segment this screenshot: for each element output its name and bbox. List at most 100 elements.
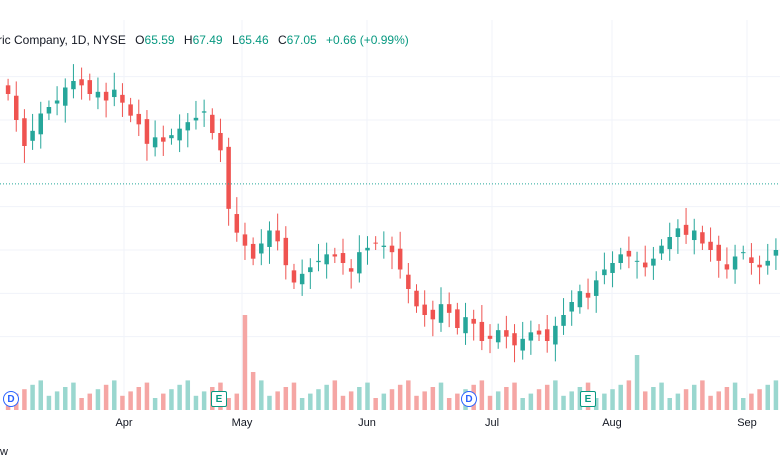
candle-body — [389, 245, 395, 253]
volume-bar — [128, 391, 133, 410]
volume-bar — [773, 380, 779, 410]
volume-bar — [536, 389, 542, 410]
candle-body — [259, 243, 264, 254]
x-tick-sep: Sep — [737, 417, 757, 429]
volume-bar — [683, 389, 689, 410]
candle-body — [757, 264, 762, 268]
candle-body — [455, 309, 460, 328]
dividend-marker[interactable]: D — [461, 391, 477, 407]
earnings-marker[interactable]: E — [580, 391, 596, 407]
volume-bar — [446, 398, 452, 410]
volume-bar — [87, 393, 93, 410]
volume-bar — [177, 384, 182, 410]
volume-bar — [438, 382, 444, 410]
candle-body — [430, 309, 436, 320]
volume-bar — [577, 387, 583, 410]
volume-bar — [642, 391, 648, 410]
volume-bar — [512, 382, 517, 410]
candle-body — [348, 268, 354, 272]
candle-body — [724, 264, 730, 270]
volume-bar — [659, 382, 664, 410]
candle-body — [691, 230, 697, 241]
volume-bar — [593, 398, 599, 410]
candle-body — [283, 237, 289, 266]
volume-bar — [242, 315, 248, 410]
volume-bar — [495, 391, 501, 410]
candle-body — [63, 87, 68, 106]
change-value: +0.66 (+0.99%) — [326, 33, 409, 47]
candle-body — [463, 317, 468, 334]
volume-bar — [749, 393, 754, 410]
x-tick-jun: Jun — [358, 417, 376, 429]
candle-body — [479, 321, 485, 341]
volume-bar — [732, 382, 738, 410]
candle-body — [332, 254, 338, 257]
volume-bar — [193, 395, 199, 410]
candle-body — [5, 85, 11, 94]
volume-bar — [63, 387, 68, 410]
open-value: 65.59 — [144, 33, 175, 47]
candle-body — [577, 291, 583, 308]
volume-bar — [553, 380, 558, 410]
volume-bar — [487, 395, 493, 410]
volume-bar — [422, 391, 427, 410]
candle-body — [22, 118, 27, 146]
volume-bar — [267, 395, 272, 410]
candle-body — [740, 252, 746, 254]
candle-body — [544, 329, 550, 341]
volume-bar — [528, 393, 534, 410]
candle-body — [618, 254, 623, 263]
candle-body — [716, 244, 721, 261]
candle-body — [414, 290, 419, 307]
candle-body — [675, 228, 681, 237]
volume-bar — [602, 393, 607, 410]
low-value: 65.46 — [238, 33, 269, 47]
volume-bar — [299, 398, 305, 410]
candle-body — [561, 315, 566, 326]
volume-bar — [765, 384, 770, 410]
candle-body — [708, 241, 713, 250]
candle-body — [700, 232, 705, 244]
candle-body — [749, 257, 754, 263]
candle-body — [120, 94, 125, 103]
candle-body — [438, 304, 444, 323]
candle-body — [14, 95, 19, 120]
volume-bar — [71, 382, 76, 410]
candle-body — [54, 100, 60, 104]
volume-bar — [46, 395, 52, 410]
volume-bar — [389, 389, 395, 410]
earnings-marker[interactable]: E — [211, 391, 227, 407]
candle-body — [365, 247, 370, 251]
candle-body — [308, 267, 313, 273]
candle-body — [201, 111, 207, 113]
candle-body — [267, 230, 272, 247]
volume-bar — [144, 382, 150, 410]
close-value: 67.05 — [286, 33, 317, 47]
volume-bar — [520, 398, 525, 410]
candle-body — [569, 302, 574, 312]
candle-body — [642, 262, 648, 268]
x-tick-aug: Aug — [602, 417, 622, 429]
volume-bar — [136, 387, 142, 410]
volume-bar — [161, 393, 166, 410]
volume-bar — [610, 389, 615, 410]
candle-body — [683, 224, 689, 235]
ohlc-legend: ric Company, 1D, NYSE O65.59 H67.49 L65.… — [0, 33, 409, 47]
candle-body — [177, 128, 182, 141]
candle-body — [397, 248, 403, 270]
candle-body — [585, 292, 591, 298]
candle-body — [185, 122, 191, 131]
low-label: L — [231, 33, 239, 47]
candle-body — [250, 243, 256, 259]
volume-bar — [291, 382, 297, 410]
candle-body — [357, 252, 362, 274]
candle-body — [593, 280, 599, 296]
dividend-marker[interactable]: D — [3, 391, 19, 407]
volume-bar — [226, 398, 231, 410]
volume-bar — [667, 398, 672, 410]
candle-body — [169, 135, 174, 139]
candle-body — [340, 253, 346, 263]
volume-bar — [397, 384, 403, 410]
